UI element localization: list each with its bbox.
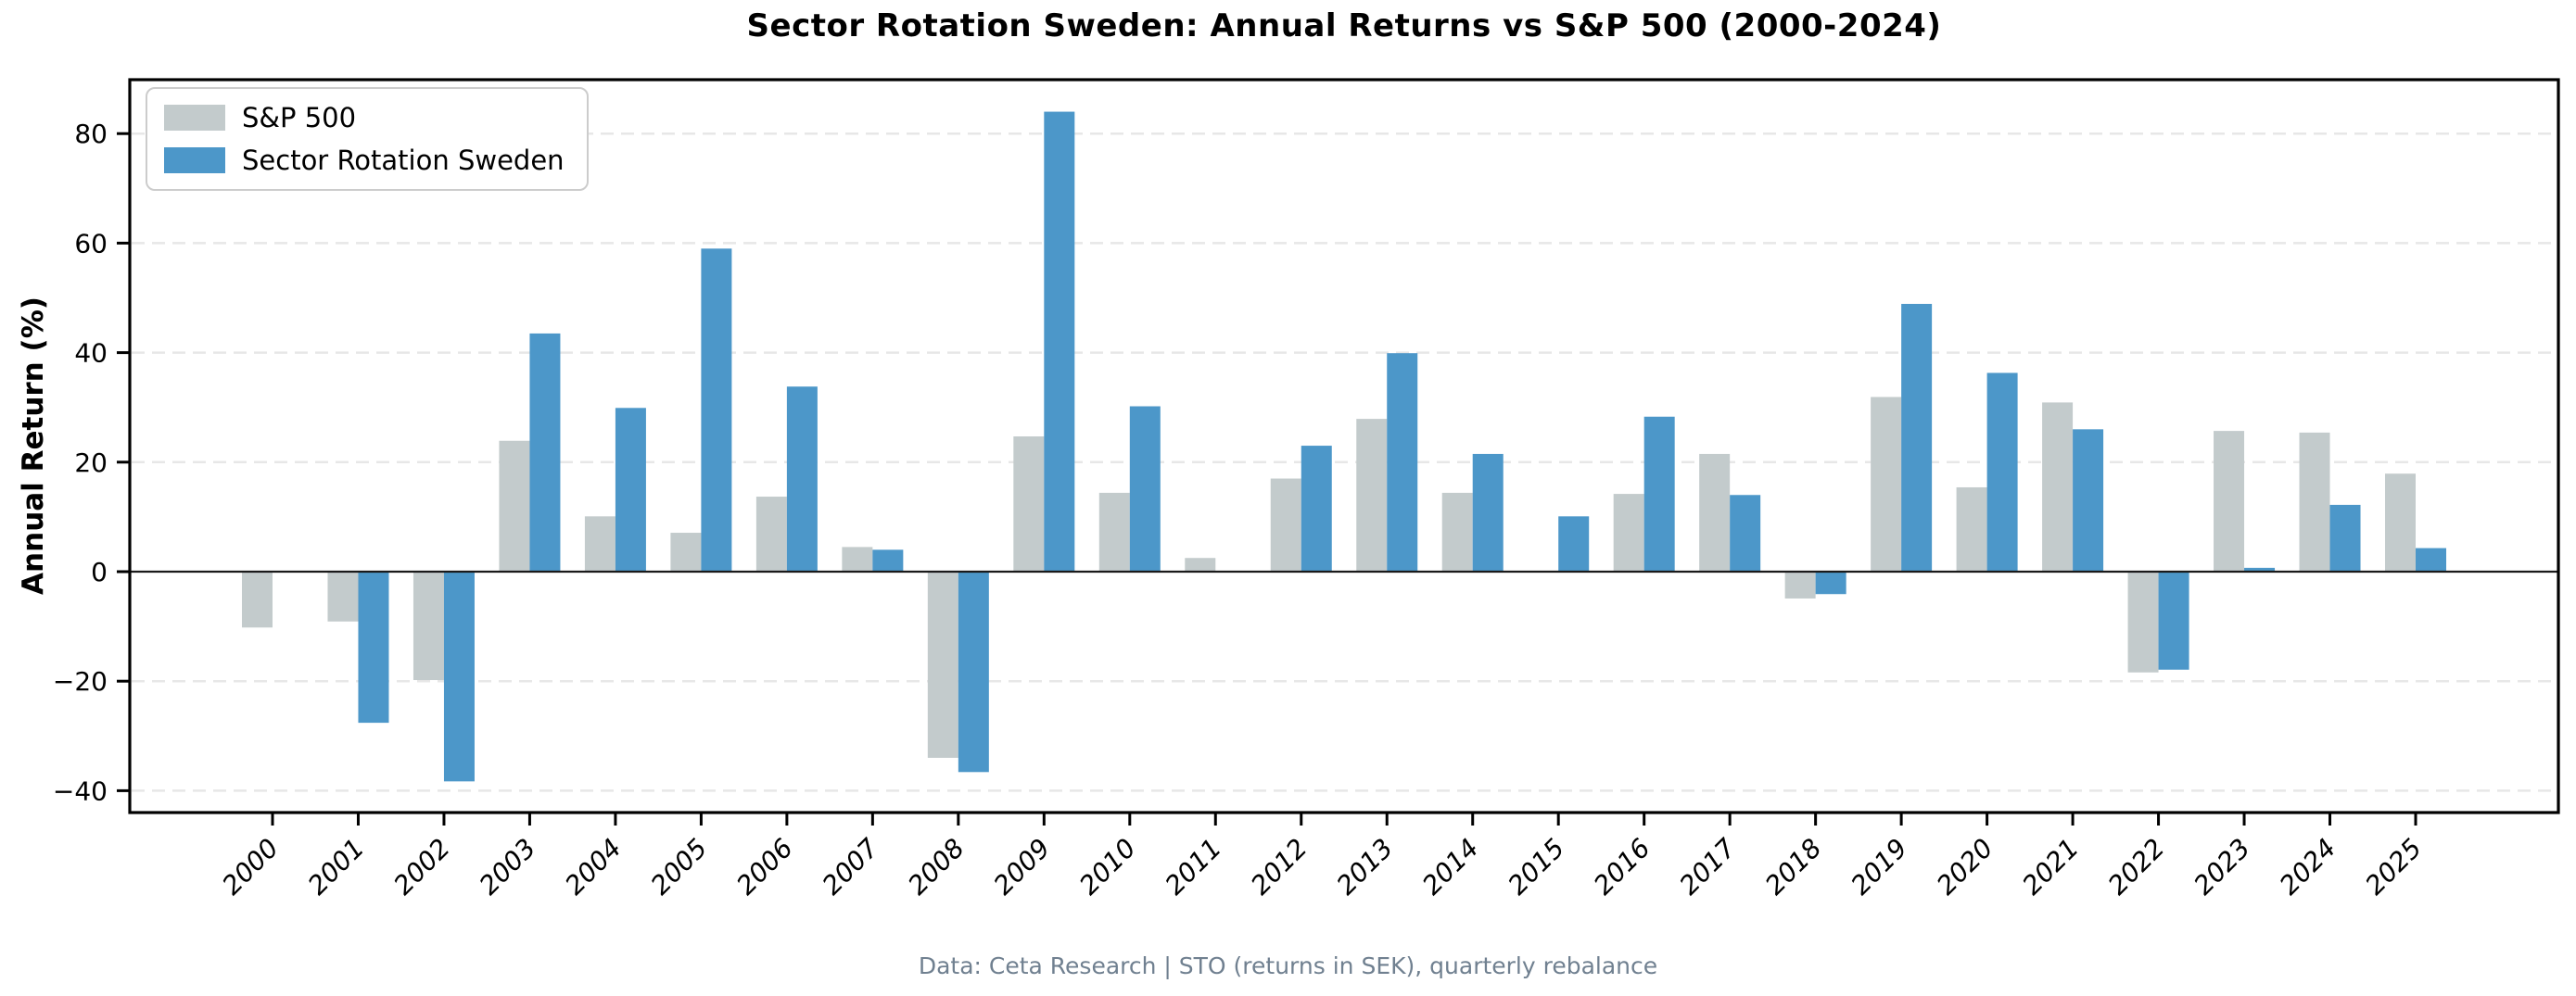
bar-sector-rotation-2005 — [701, 248, 732, 572]
x-tick-label-2025: 2025 — [2359, 833, 2428, 901]
bar-sector-rotation-2006 — [786, 386, 818, 572]
bar-sp500-2004 — [584, 516, 615, 572]
x-tick-label-2012: 2012 — [1245, 833, 1313, 901]
bar-sector-rotation-2009 — [1044, 111, 1075, 572]
bar-sp500-2010 — [1098, 492, 1130, 572]
y-tick-label-40: 40 — [74, 338, 108, 369]
bar-sector-rotation-2022 — [2158, 572, 2189, 670]
bar-sector-rotation-2004 — [615, 408, 646, 572]
x-tick-label-2011: 2011 — [1160, 833, 1228, 901]
x-tick-label-2004: 2004 — [559, 833, 628, 901]
legend-label-sp500: S&P 500 — [242, 102, 357, 133]
bar-sp500-2017 — [1699, 453, 1731, 572]
bar-sector-rotation-2016 — [1643, 416, 1675, 572]
y-tick-label--40: −40 — [53, 775, 108, 806]
y-tick-label-20: 20 — [74, 448, 108, 478]
bar-sector-rotation-2023 — [2244, 567, 2276, 572]
y-tick-label-0: 0 — [91, 557, 108, 587]
bar-sp500-2018 — [1784, 572, 1816, 599]
x-tick-label-2008: 2008 — [902, 833, 971, 901]
bar-sector-rotation-2008 — [958, 572, 989, 773]
bar-sector-rotation-2007 — [872, 549, 904, 572]
legend: S&P 500 Sector Rotation Sweden — [146, 87, 589, 191]
x-tick-label-2006: 2006 — [730, 833, 799, 901]
bar-sp500-2000 — [242, 572, 273, 628]
bar-sector-rotation-2013 — [1387, 353, 1418, 572]
x-tick-label-2018: 2018 — [1759, 833, 1828, 901]
x-tick-label-2005: 2005 — [645, 833, 714, 901]
bar-sector-rotation-2014 — [1472, 453, 1504, 572]
legend-swatch-sector-rotation — [164, 147, 225, 173]
bar-sp500-2003 — [499, 440, 530, 572]
legend-entry-sector-rotation: Sector Rotation Sweden — [164, 145, 565, 176]
bar-sp500-2025 — [2385, 473, 2416, 572]
x-tick-label-2001: 2001 — [302, 833, 371, 901]
bar-sp500-2020 — [1956, 486, 1987, 572]
bar-sector-rotation-2001 — [358, 572, 389, 724]
bar-sp500-2001 — [327, 572, 359, 622]
bar-sector-rotation-2010 — [1129, 406, 1161, 572]
bar-sp500-2009 — [1013, 436, 1045, 572]
x-tick-label-2007: 2007 — [817, 832, 885, 901]
bar-sp500-2024 — [2299, 432, 2330, 572]
bar-sp500-2016 — [1613, 494, 1644, 572]
bar-sp500-2014 — [1441, 492, 1473, 572]
bar-sp500-2005 — [670, 533, 702, 572]
bar-sp500-2007 — [842, 547, 873, 572]
bar-sector-rotation-2018 — [1815, 572, 1846, 595]
bar-sp500-2021 — [2042, 402, 2074, 572]
x-tick-label-2003: 2003 — [474, 833, 542, 901]
bar-sp500-2006 — [755, 497, 787, 572]
bar-sector-rotation-2021 — [2073, 429, 2104, 572]
bar-sector-rotation-2025 — [2416, 548, 2446, 572]
bar-sector-rotation-2019 — [1901, 304, 1933, 572]
x-tick-label-2009: 2009 — [988, 833, 1057, 901]
bar-sp500-2023 — [2214, 431, 2245, 572]
bar-sp500-2008 — [927, 572, 958, 758]
y-tick-label-80: 80 — [74, 119, 108, 149]
x-tick-label-2016: 2016 — [1588, 833, 1656, 901]
x-tick-label-2024: 2024 — [2274, 833, 2342, 901]
x-tick-label-2017: 2017 — [1673, 832, 1742, 901]
x-tick-label-2014: 2014 — [1416, 833, 1485, 901]
bar-sp500-2011 — [1185, 558, 1216, 572]
legend-label-sector-rotation: Sector Rotation Sweden — [242, 145, 565, 176]
bar-sp500-2022 — [2127, 572, 2159, 673]
x-tick-label-2020: 2020 — [1931, 833, 1999, 901]
bar-sector-rotation-2020 — [1986, 372, 2018, 572]
bar-sector-rotation-2003 — [529, 333, 561, 572]
footer-note: Data: Ceta Research | STO (returns in SE… — [918, 952, 1658, 979]
bar-sp500-2013 — [1356, 419, 1388, 572]
x-tick-label-2000: 2000 — [216, 833, 285, 901]
x-tick-label-2013: 2013 — [1330, 833, 1399, 901]
legend-swatch-sp500 — [164, 105, 225, 131]
x-tick-label-2022: 2022 — [2102, 833, 2171, 901]
chart-title: Sector Rotation Sweden: Annual Returns v… — [746, 7, 1942, 44]
bar-sp500-2019 — [1871, 397, 1902, 572]
x-tick-label-2015: 2015 — [1502, 833, 1570, 901]
x-tick-label-2023: 2023 — [2188, 833, 2256, 901]
y-tick-label-60: 60 — [74, 228, 108, 258]
bar-sector-rotation-2002 — [443, 572, 475, 782]
bar-sp500-2012 — [1270, 478, 1301, 572]
bar-sector-rotation-2017 — [1730, 495, 1761, 572]
legend-entry-sp500: S&P 500 — [164, 102, 565, 133]
x-tick-label-2021: 2021 — [2016, 833, 2085, 901]
x-tick-label-2019: 2019 — [1845, 833, 1913, 901]
bar-sector-rotation-2024 — [2329, 504, 2361, 572]
x-tick-label-2010: 2010 — [1073, 833, 1142, 901]
bar-sector-rotation-2015 — [1558, 516, 1590, 572]
y-tick-label--20: −20 — [53, 666, 108, 697]
plot-border — [128, 78, 2560, 814]
bar-sector-rotation-2012 — [1301, 446, 1332, 572]
x-tick-label-2002: 2002 — [387, 833, 456, 901]
bar-sp500-2002 — [412, 572, 444, 681]
